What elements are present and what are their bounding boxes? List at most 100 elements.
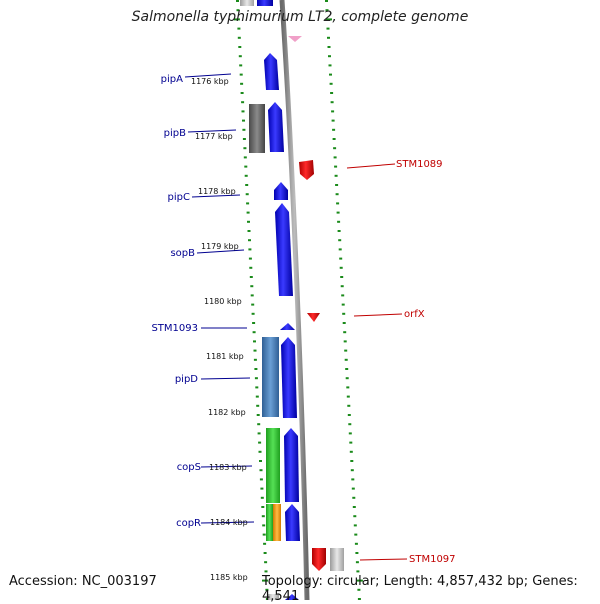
gene-STM1093-arrow xyxy=(280,323,295,330)
gene-label-orfX: orfX xyxy=(404,309,425,320)
inner-ring-dot xyxy=(251,312,255,315)
inner-ring-dot xyxy=(246,211,250,214)
outer-ring-dot xyxy=(325,9,329,12)
feature-blocks xyxy=(240,0,344,600)
outer-ring-dot xyxy=(356,579,363,582)
gene-pipB-arrow xyxy=(268,102,284,152)
outer-ring-dot xyxy=(331,119,335,122)
outer-ring-dot xyxy=(353,515,357,518)
tick-label: 1183 kbp xyxy=(209,463,247,472)
inner-ring-dot xyxy=(242,128,246,131)
inner-ring-dot xyxy=(237,36,241,39)
outer-ring-dot xyxy=(349,450,353,453)
gene-label-pipA: pipA xyxy=(161,74,183,85)
inner-ring-dot xyxy=(247,230,251,232)
block-pipD-steel xyxy=(262,337,279,417)
inner-ring-dot xyxy=(238,46,242,48)
outer-ring-dot xyxy=(332,138,336,140)
outer-ring-dot xyxy=(352,506,356,508)
block-cops-green xyxy=(266,428,280,503)
gene-label-STM1093: STM1093 xyxy=(151,323,198,334)
gene-pipD-arrow xyxy=(281,337,297,418)
inner-ring-dot xyxy=(260,487,264,490)
outer-ring-dot xyxy=(342,322,346,324)
inner-ring-dot xyxy=(242,119,245,122)
gene-label-pipC: pipC xyxy=(168,192,190,203)
outer-ring-dot xyxy=(333,156,337,159)
inner-ring-dot xyxy=(244,165,248,168)
tick-label: 1184 kbp xyxy=(210,518,248,527)
inner-ring-dot xyxy=(236,0,239,2)
outer-ring-dot xyxy=(349,441,353,444)
inner-ring-dot xyxy=(240,92,244,94)
outer-ring-dot xyxy=(355,561,359,564)
genome-title: Salmonella typhimurium LT2, complete gen… xyxy=(131,9,469,25)
tick-label: 1178 kbp xyxy=(198,187,236,196)
outer-ring-dot xyxy=(330,92,334,94)
inner-ring-dot xyxy=(242,138,246,140)
inner-ring-dot xyxy=(254,368,258,370)
outer-ring-dot xyxy=(340,285,344,288)
outer-ring-dot xyxy=(342,312,346,315)
inner-ring-dot xyxy=(248,248,252,251)
inner-ring-dot xyxy=(261,515,265,518)
outer-ring-dot xyxy=(328,64,332,67)
outer-ring-dot xyxy=(329,73,332,76)
inner-ring-dot xyxy=(253,349,257,352)
inner-ring-dot xyxy=(249,266,253,269)
leader-lines xyxy=(184,73,408,561)
inner-ring-dot xyxy=(249,276,253,278)
inner-ring-dot xyxy=(263,542,267,545)
inner-ring-dot xyxy=(252,331,256,334)
outer-ring-dot xyxy=(328,55,331,58)
outer-ring-dot xyxy=(346,386,350,389)
outer-ring-dot xyxy=(341,294,345,297)
inner-ring-dot xyxy=(250,285,254,288)
inner-ring-dot xyxy=(245,184,249,186)
inner-ring-dot xyxy=(263,552,267,554)
reverse-genes xyxy=(299,160,326,571)
inner-ring-dot xyxy=(258,441,262,444)
inner-ring-dot xyxy=(259,478,263,481)
outer-ring-dot xyxy=(351,478,355,481)
block-copr-orange xyxy=(273,504,281,541)
outer-ring-dot xyxy=(357,598,361,600)
outer-ring-dot xyxy=(341,303,345,306)
inner-ring-dot xyxy=(251,303,255,306)
tick-label: 1179 kbp xyxy=(201,242,239,251)
inner-ring-dot xyxy=(236,9,240,12)
outer-ring-dot xyxy=(336,211,340,214)
block-copr-green xyxy=(266,504,273,541)
gene-label-STM1097: STM1097 xyxy=(409,554,456,565)
forward-genes xyxy=(257,0,300,600)
outer-ring-dot xyxy=(357,588,361,591)
outer-ring-dot xyxy=(347,404,351,407)
block-bottom-light-gray xyxy=(267,594,279,600)
outer-ring-dot xyxy=(351,487,355,490)
outer-ring-dot xyxy=(343,331,347,334)
outer-ring-dot xyxy=(338,248,342,251)
inner-ring-dot xyxy=(246,202,250,205)
outer-ring-dot xyxy=(356,570,360,573)
inner-ring-dot xyxy=(257,423,261,426)
tick-label: 1176 kbp xyxy=(191,77,229,86)
outer-ring-dot xyxy=(353,524,357,527)
inner-ring-dot xyxy=(245,193,249,196)
outer-ring-dot xyxy=(354,542,358,545)
inner-ring-dot xyxy=(243,147,247,150)
inner-ring-dot xyxy=(256,414,260,416)
inner-ring-dot xyxy=(239,64,243,67)
tick-label: 1177 kbp xyxy=(195,132,233,141)
inner-ring-dot xyxy=(233,18,240,21)
inner-ring-dot xyxy=(254,377,258,380)
block-right-light-gray xyxy=(330,548,344,571)
outer-ring-dot xyxy=(354,533,358,536)
inner-ring-dot xyxy=(261,506,265,508)
inner-ring-dot xyxy=(237,27,241,30)
outer-ring-dot xyxy=(336,202,340,205)
outer-ring-dot xyxy=(335,193,339,196)
outer-ring-dot xyxy=(347,414,351,416)
inner-ring-dot xyxy=(259,460,262,462)
right-gene-labels: STM1089 orfX STM1097 xyxy=(396,159,456,565)
